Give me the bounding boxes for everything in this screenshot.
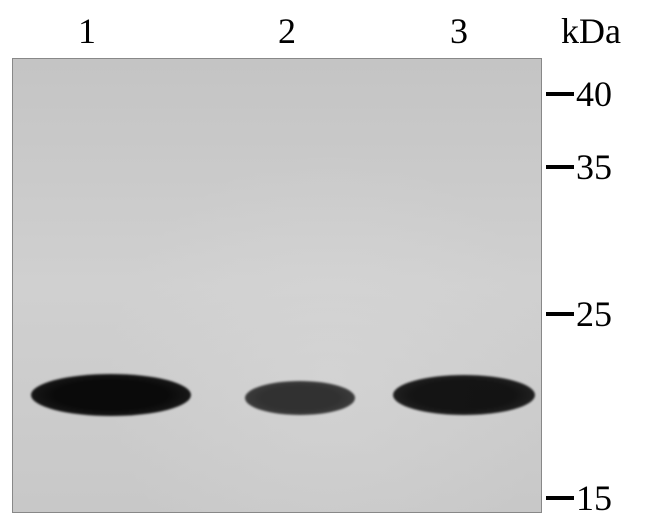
blot-membrane: [12, 58, 542, 513]
lane-label-3: 3: [450, 10, 468, 52]
marker-value: 35: [576, 146, 612, 188]
blot-figure: 1 2 3 kDa 40 35 25 15: [0, 0, 650, 532]
band-lane-1: [31, 374, 191, 416]
marker-value: 40: [576, 73, 612, 115]
marker-tick-icon: [546, 312, 574, 316]
marker-value: 15: [576, 477, 612, 519]
unit-label: kDa: [561, 10, 621, 52]
marker-40: 40: [546, 73, 612, 115]
marker-tick-icon: [546, 165, 574, 169]
marker-tick-icon: [546, 496, 574, 500]
marker-tick-icon: [546, 92, 574, 96]
marker-35: 35: [546, 146, 612, 188]
lane-label-2: 2: [278, 10, 296, 52]
lane-label-1: 1: [78, 10, 96, 52]
marker-15: 15: [546, 477, 612, 519]
marker-25: 25: [546, 293, 612, 335]
band-lane-3: [393, 375, 535, 415]
band-lane-2: [245, 381, 355, 415]
marker-value: 25: [576, 293, 612, 335]
